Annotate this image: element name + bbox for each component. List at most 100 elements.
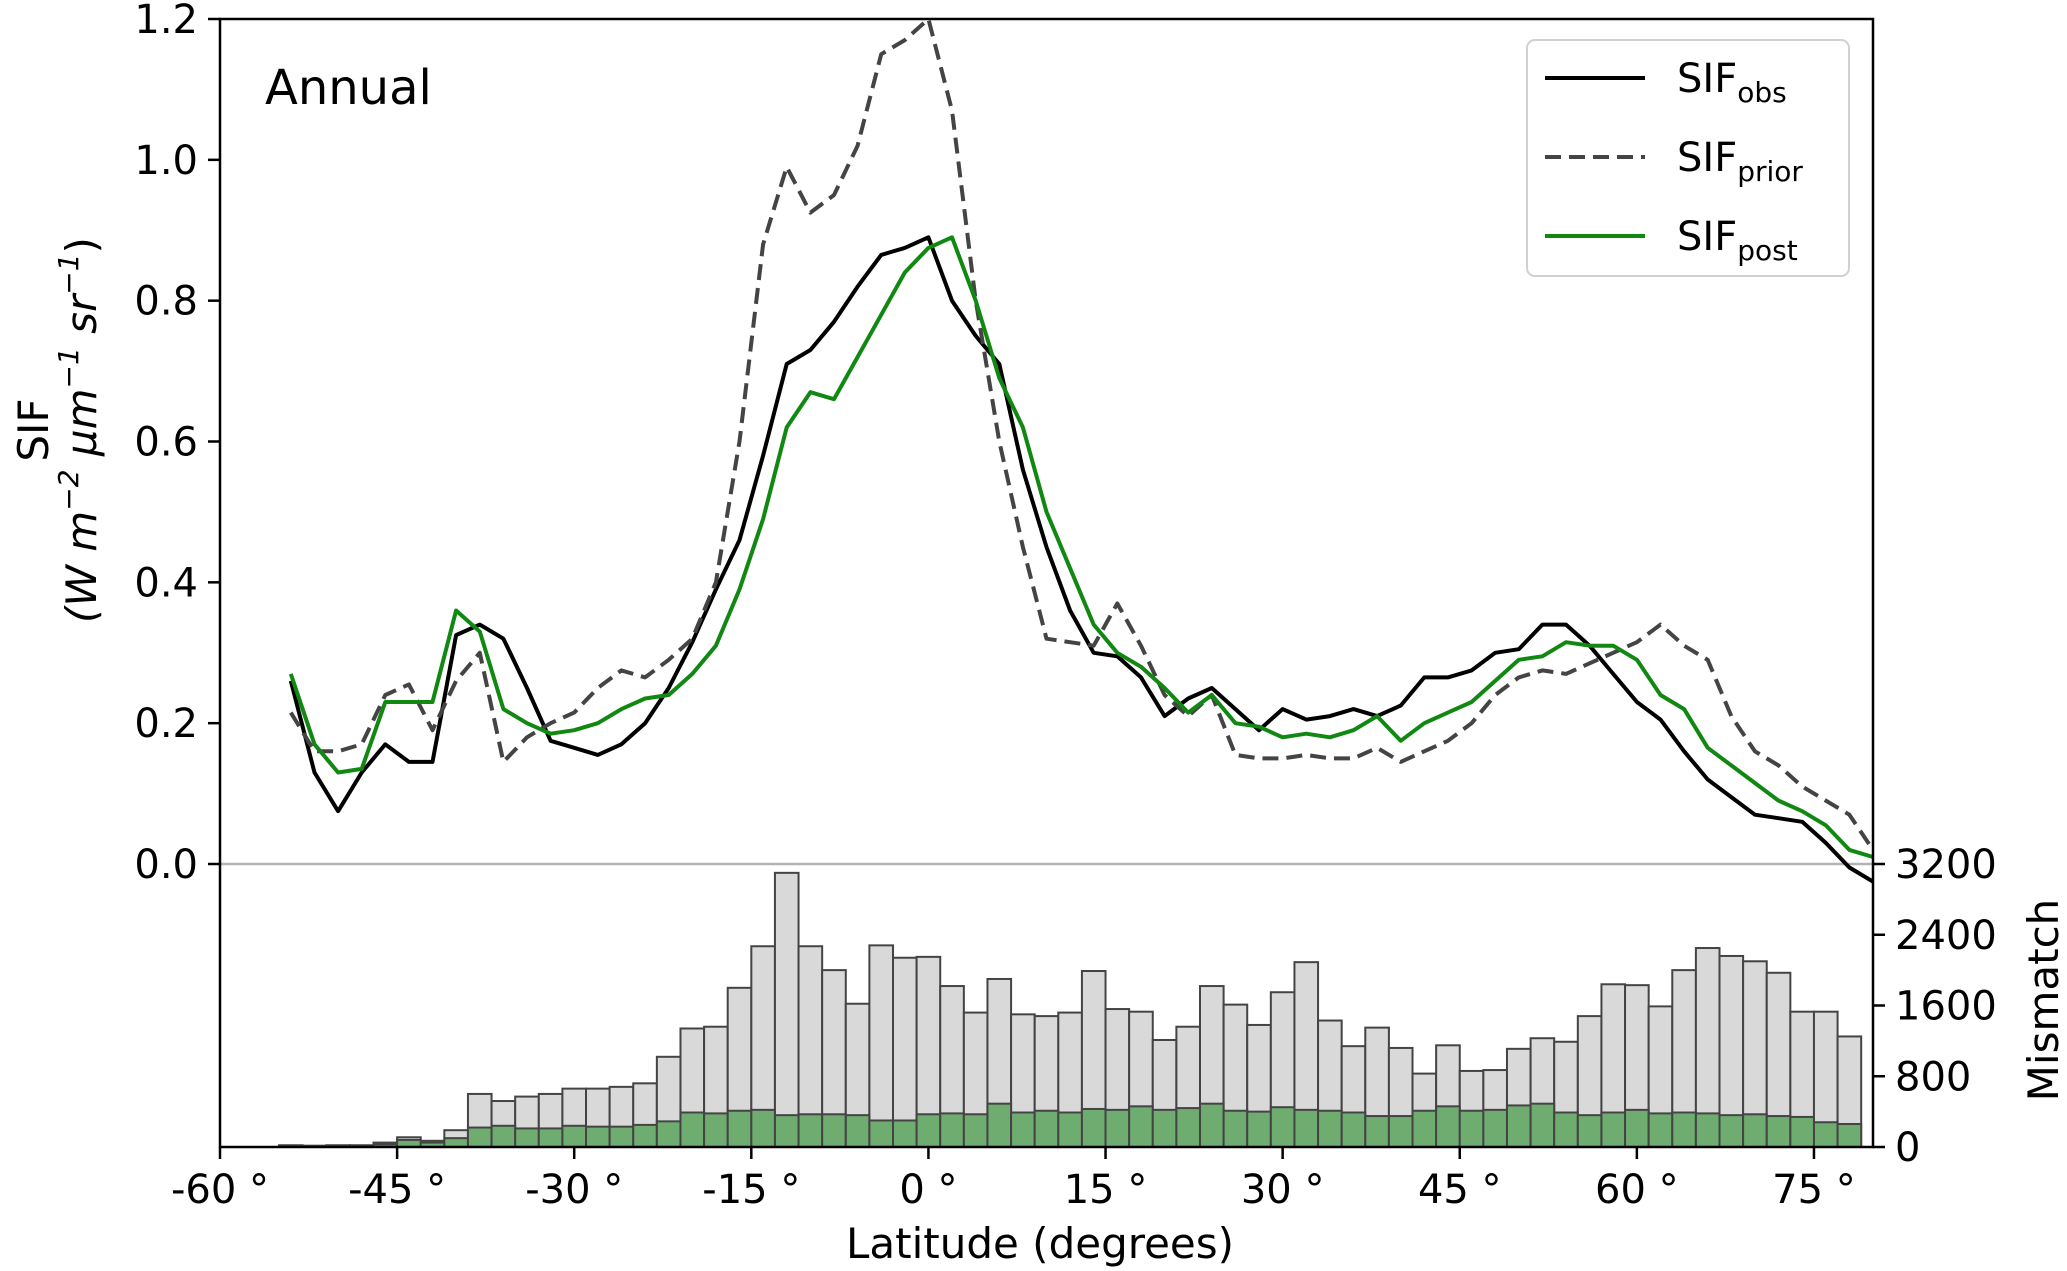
histogram-bar-green bbox=[703, 1112, 729, 1149]
histogram-bar-green bbox=[1198, 1102, 1225, 1149]
histogram-bar-green bbox=[1553, 1111, 1579, 1149]
histogram-bar-green bbox=[1317, 1109, 1343, 1148]
histogram-bar-green bbox=[1789, 1115, 1815, 1149]
x-tick-label: 45 ° bbox=[1418, 1167, 1502, 1213]
histogram-bar-green bbox=[1435, 1105, 1461, 1148]
mismatch-tick-label: 800 bbox=[1895, 1054, 1971, 1100]
histogram-bar-green bbox=[1057, 1111, 1083, 1149]
y-axis-title-line1: SIF bbox=[9, 398, 58, 461]
x-axis-ticks: -60 ° -45 ° -30 ° -15 ° 0 ° 15 ° 30 ° 45 ° 60 ° 7… bbox=[171, 1147, 1856, 1213]
histogram-bar-green bbox=[561, 1124, 588, 1149]
histogram-bar-green bbox=[1458, 1109, 1485, 1148]
histogram-bar-green bbox=[1033, 1109, 1060, 1148]
histogram-bar-green bbox=[892, 1119, 918, 1148]
y-unit-um: μm bbox=[57, 388, 106, 469]
y-axis-ticks: 0.0 0.2 0.4 0.6 0.8 1.0 1.2 bbox=[134, 0, 220, 888]
histogram-bar-green bbox=[1364, 1115, 1390, 1148]
y-tick-label: 0.4 bbox=[134, 560, 198, 606]
mismatch-tick-label: 1600 bbox=[1895, 984, 1997, 1030]
x-tick-label: 0 ° bbox=[899, 1167, 957, 1213]
svg-text:(W m−2 μm−1 sr−1): (W m−2 μm−1 sr−1) bbox=[52, 237, 106, 623]
histogram-bar-green bbox=[1269, 1106, 1296, 1148]
histogram-bar-green bbox=[1175, 1107, 1201, 1149]
histogram-bar-green bbox=[1529, 1102, 1556, 1149]
histogram-bar-green bbox=[632, 1123, 658, 1148]
y-unit-close: ) bbox=[57, 237, 106, 253]
series-line-post bbox=[288, 235, 1874, 859]
mismatch-tick-label: 0 bbox=[1895, 1125, 1920, 1171]
x-tick-label: 30 ° bbox=[1241, 1167, 1325, 1213]
annotation-annual: Annual bbox=[265, 60, 432, 116]
histogram-bar-green bbox=[773, 1114, 800, 1148]
histogram-bar-green bbox=[608, 1125, 635, 1149]
y-axis-title: SIF (W m−2 μm−1 sr−1) bbox=[9, 237, 106, 623]
svg-text:SIF: SIF bbox=[9, 398, 58, 461]
mismatch-axis-title: Mismatch bbox=[2019, 899, 2067, 1102]
histogram-bar-green bbox=[1718, 1114, 1745, 1148]
mismatch-tick-label: 2400 bbox=[1895, 913, 1997, 959]
histogram-bar-green bbox=[1246, 1110, 1272, 1148]
legend-label-prior: SIFprior bbox=[1677, 135, 1803, 188]
histogram-bar-green bbox=[585, 1125, 611, 1149]
histogram-bar-green bbox=[1411, 1109, 1438, 1148]
histogram-bar-green bbox=[1222, 1109, 1249, 1148]
histogram-bar-green bbox=[726, 1109, 753, 1148]
series-line-obs bbox=[288, 235, 1875, 884]
histogram-bar-green bbox=[844, 1114, 871, 1148]
x-tick-label: 15 ° bbox=[1064, 1167, 1148, 1213]
histogram-bar-green bbox=[1812, 1121, 1839, 1149]
histogram-bar-green bbox=[1505, 1104, 1532, 1148]
histogram-bar-green bbox=[1647, 1112, 1674, 1149]
histogram-bar-green bbox=[1340, 1111, 1367, 1149]
histogram-bar-green bbox=[514, 1127, 540, 1148]
histogram-bar-grey bbox=[892, 956, 918, 1149]
y-axis-title-line2: (W m bbox=[57, 511, 106, 623]
histogram-bar-green bbox=[679, 1111, 706, 1149]
y-unit-sr-exp: −1 bbox=[52, 253, 85, 294]
histogram-bar-green bbox=[1576, 1114, 1603, 1148]
histogram-bar-green bbox=[1671, 1111, 1697, 1149]
y-unit-sr: sr bbox=[57, 292, 106, 347]
x-tick-label: -30 ° bbox=[525, 1167, 623, 1213]
histogram-bar-green bbox=[939, 1112, 965, 1149]
x-tick-label: -60 ° bbox=[171, 1167, 269, 1213]
histogram-bar-green bbox=[1128, 1105, 1154, 1148]
histogram-bar-green bbox=[750, 1108, 776, 1148]
y-tick-label: 0.8 bbox=[134, 279, 198, 325]
x-tick-label: 75 ° bbox=[1772, 1167, 1856, 1213]
histogram-bar-green bbox=[986, 1102, 1013, 1149]
x-tick-label: -45 ° bbox=[348, 1167, 446, 1213]
y-tick-label: 0.2 bbox=[134, 701, 198, 747]
histogram-bar-grey bbox=[868, 944, 895, 1148]
histogram-bar-green bbox=[490, 1124, 517, 1149]
y-tick-label: 0.6 bbox=[134, 420, 198, 466]
histogram-bar-green bbox=[868, 1119, 895, 1148]
histogram-bar-grey bbox=[773, 871, 800, 1148]
y-unit-m-exp: −2 bbox=[52, 469, 85, 510]
histogram-bar-green bbox=[1010, 1111, 1036, 1149]
histogram-bar-green bbox=[797, 1113, 824, 1148]
histogram-bar-green bbox=[1151, 1108, 1178, 1148]
histogram-bar-green bbox=[1482, 1108, 1508, 1148]
x-axis-title: Latitude (degrees) bbox=[846, 1219, 1234, 1268]
histogram-bar-green bbox=[655, 1120, 682, 1149]
x-tick-label: 60 ° bbox=[1595, 1167, 1679, 1213]
histogram-bar-green bbox=[1836, 1123, 1863, 1148]
histogram-bar-green bbox=[1293, 1108, 1320, 1148]
x-tick-label: -15 ° bbox=[702, 1167, 800, 1213]
mismatch-tick-label: 3200 bbox=[1895, 842, 1997, 888]
legend-box bbox=[1526, 39, 1850, 277]
histogram-bar-green bbox=[1765, 1115, 1792, 1148]
legend-label-post: SIFpost bbox=[1677, 214, 1798, 267]
histogram-bar-green bbox=[1600, 1111, 1627, 1149]
legend-label-obs: SIFobs bbox=[1677, 56, 1787, 109]
sif-line-series bbox=[288, 17, 1875, 884]
histogram-bar-green bbox=[466, 1126, 493, 1148]
y-tick-label: 1.0 bbox=[134, 138, 198, 184]
mismatch-axis-ticks: 0 800 1600 2400 3200 bbox=[1873, 842, 1997, 1171]
y-tick-label: 1.2 bbox=[134, 0, 198, 43]
histogram-bar-green bbox=[962, 1113, 989, 1148]
histogram-bar-green bbox=[537, 1127, 564, 1148]
series-line-prior bbox=[289, 17, 1875, 852]
histogram-bar-green bbox=[1694, 1112, 1721, 1149]
